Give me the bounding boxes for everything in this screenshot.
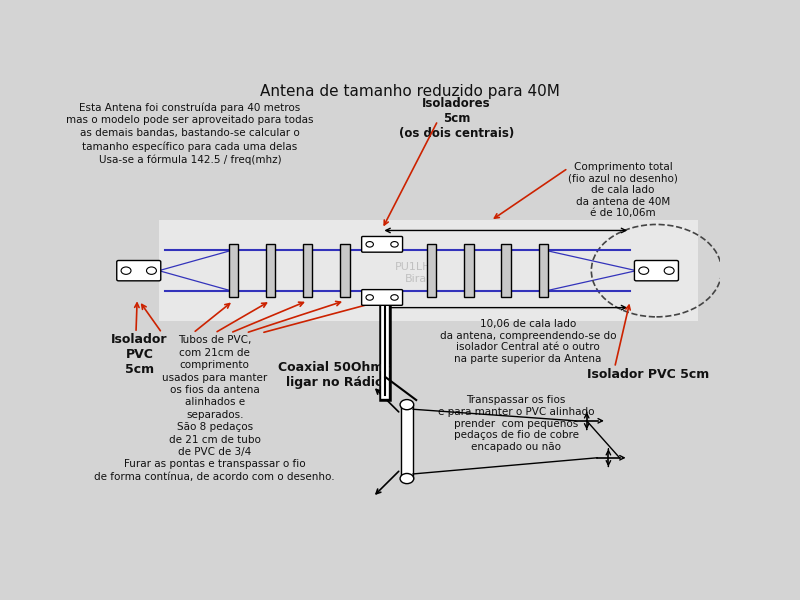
- Circle shape: [390, 242, 398, 247]
- Circle shape: [366, 242, 374, 247]
- Text: Isolador PVC 5cm: Isolador PVC 5cm: [586, 368, 709, 380]
- Bar: [464, 244, 474, 297]
- Text: Esta Antena foi construída para 40 metros
mas o modelo pode ser aproveitado para: Esta Antena foi construída para 40 metro…: [66, 102, 314, 165]
- FancyBboxPatch shape: [634, 260, 678, 281]
- Circle shape: [390, 295, 398, 300]
- Text: Transpassar os fios
e para manter o PVC alinhado
prender  com pequenos
pedaços d: Transpassar os fios e para manter o PVC …: [438, 395, 594, 452]
- Circle shape: [146, 267, 157, 274]
- Text: 10,06 de cala lado
da antena, compreendendo-se do
isolador Central até o outro
n: 10,06 de cala lado da antena, compreende…: [440, 319, 616, 364]
- Circle shape: [121, 267, 131, 274]
- Bar: [159, 220, 698, 322]
- Bar: [502, 244, 510, 297]
- Bar: [229, 244, 238, 297]
- Bar: [538, 244, 548, 297]
- Text: Comprimento total
(fio azul no desenho)
de cala lado
da antena de 40M
é de 10,06: Comprimento total (fio azul no desenho) …: [568, 162, 678, 218]
- Circle shape: [366, 295, 374, 300]
- Bar: [427, 244, 436, 297]
- Circle shape: [664, 267, 674, 274]
- Text: Tubos de PVC,
com 21cm de
comprimento
usados para manter
os fios da antena
alinh: Tubos de PVC, com 21cm de comprimento us…: [94, 335, 335, 482]
- Circle shape: [400, 400, 414, 410]
- Bar: [303, 244, 312, 297]
- Bar: [266, 244, 275, 297]
- Text: Antena de tamanho reduzido para 40M: Antena de tamanho reduzido para 40M: [260, 83, 560, 98]
- Text: Coaxial 50Ohms
ligar no Rádio: Coaxial 50Ohms ligar no Rádio: [278, 361, 390, 389]
- FancyBboxPatch shape: [362, 290, 402, 305]
- Circle shape: [638, 267, 649, 274]
- Text: PU1LHP
Bira: PU1LHP Bira: [394, 262, 438, 284]
- FancyBboxPatch shape: [362, 236, 402, 252]
- Text: Isoladores
5cm
(os dois centrais): Isoladores 5cm (os dois centrais): [399, 97, 514, 140]
- FancyBboxPatch shape: [117, 260, 161, 281]
- Text: Isolador
PVC
5cm: Isolador PVC 5cm: [111, 333, 168, 376]
- Circle shape: [400, 473, 414, 484]
- Bar: [340, 244, 350, 297]
- Bar: [401, 404, 413, 479]
